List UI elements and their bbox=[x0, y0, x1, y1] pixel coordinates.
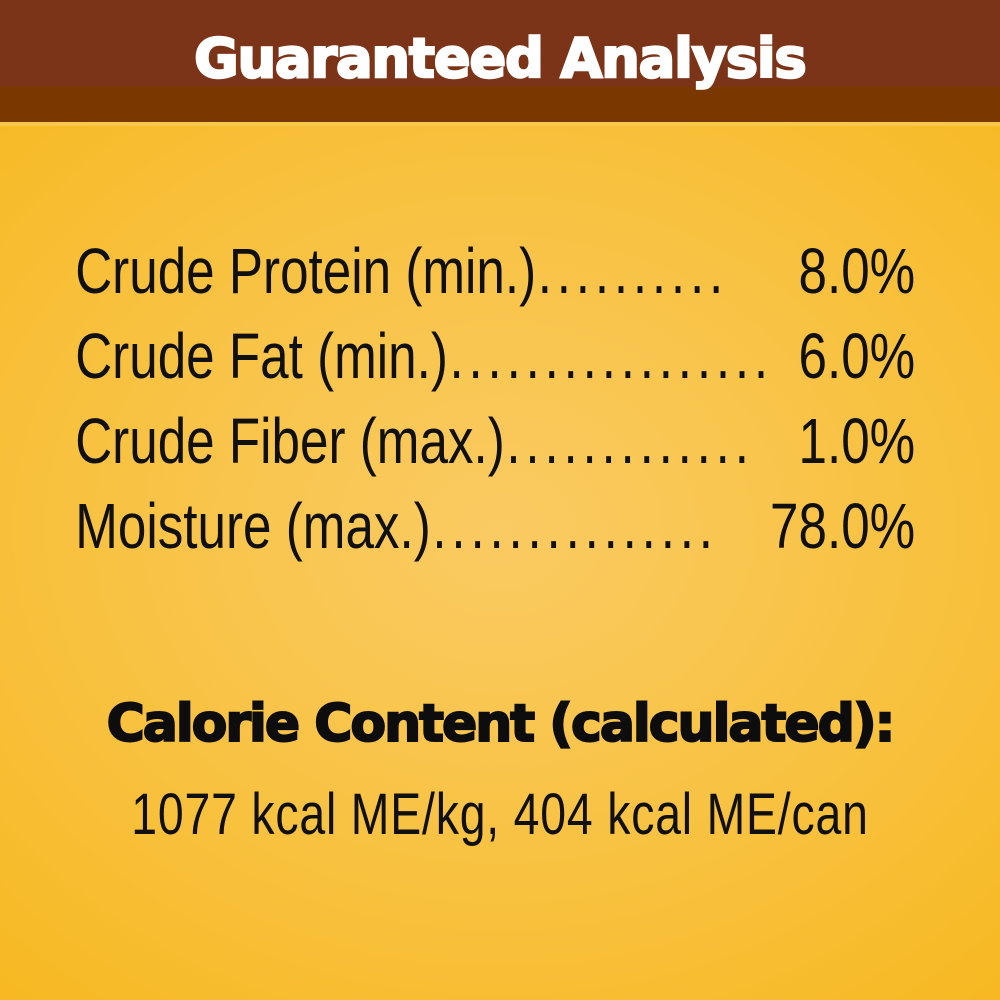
calorie-values-text: 1077 kcal ME/kg, 404 kcal ME/can bbox=[131, 782, 869, 847]
nutrient-label: Crude Fat (min.) bbox=[75, 320, 448, 392]
analysis-table: Crude Protein (min.) .......... 8.0% Cru… bbox=[0, 229, 1000, 569]
nutrient-value: 1.0% bbox=[798, 405, 916, 477]
calorie-content-heading: Calorie Content (calculated): bbox=[106, 693, 897, 755]
dot-leader: .......... bbox=[537, 235, 728, 307]
nutrient-label: Moisture (max.) bbox=[75, 490, 431, 562]
nutrient-label: Crude Protein (min.) bbox=[75, 235, 537, 307]
calorie-line-wrap: 1077 kcal ME/kg, 404 kcal ME/can bbox=[0, 783, 1000, 847]
table-row: Crude Fiber (max.) ............. 1.0% bbox=[0, 399, 1000, 484]
dot-leader: ............. bbox=[506, 405, 754, 477]
nutrient-value: 6.0% bbox=[798, 320, 916, 392]
table-row: Crude Protein (min.) .......... 8.0% bbox=[0, 229, 1000, 314]
header-bar: Guaranteed Analysis bbox=[0, 0, 1000, 122]
table-row: Moisture (max.) ............... 78.0% bbox=[0, 484, 1000, 569]
nutrient-value: 8.0% bbox=[798, 235, 916, 307]
nutrient-label: Crude Fiber (max.) bbox=[75, 405, 505, 477]
dot-leader: ................. bbox=[449, 320, 773, 392]
page-title: Guaranteed Analysis bbox=[193, 25, 808, 91]
header-highlight-divider bbox=[0, 122, 1000, 126]
table-row: Crude Fat (min.) ................. 6.0% bbox=[0, 314, 1000, 399]
nutrient-value: 78.0% bbox=[770, 490, 916, 562]
dot-leader: ............... bbox=[432, 490, 718, 562]
